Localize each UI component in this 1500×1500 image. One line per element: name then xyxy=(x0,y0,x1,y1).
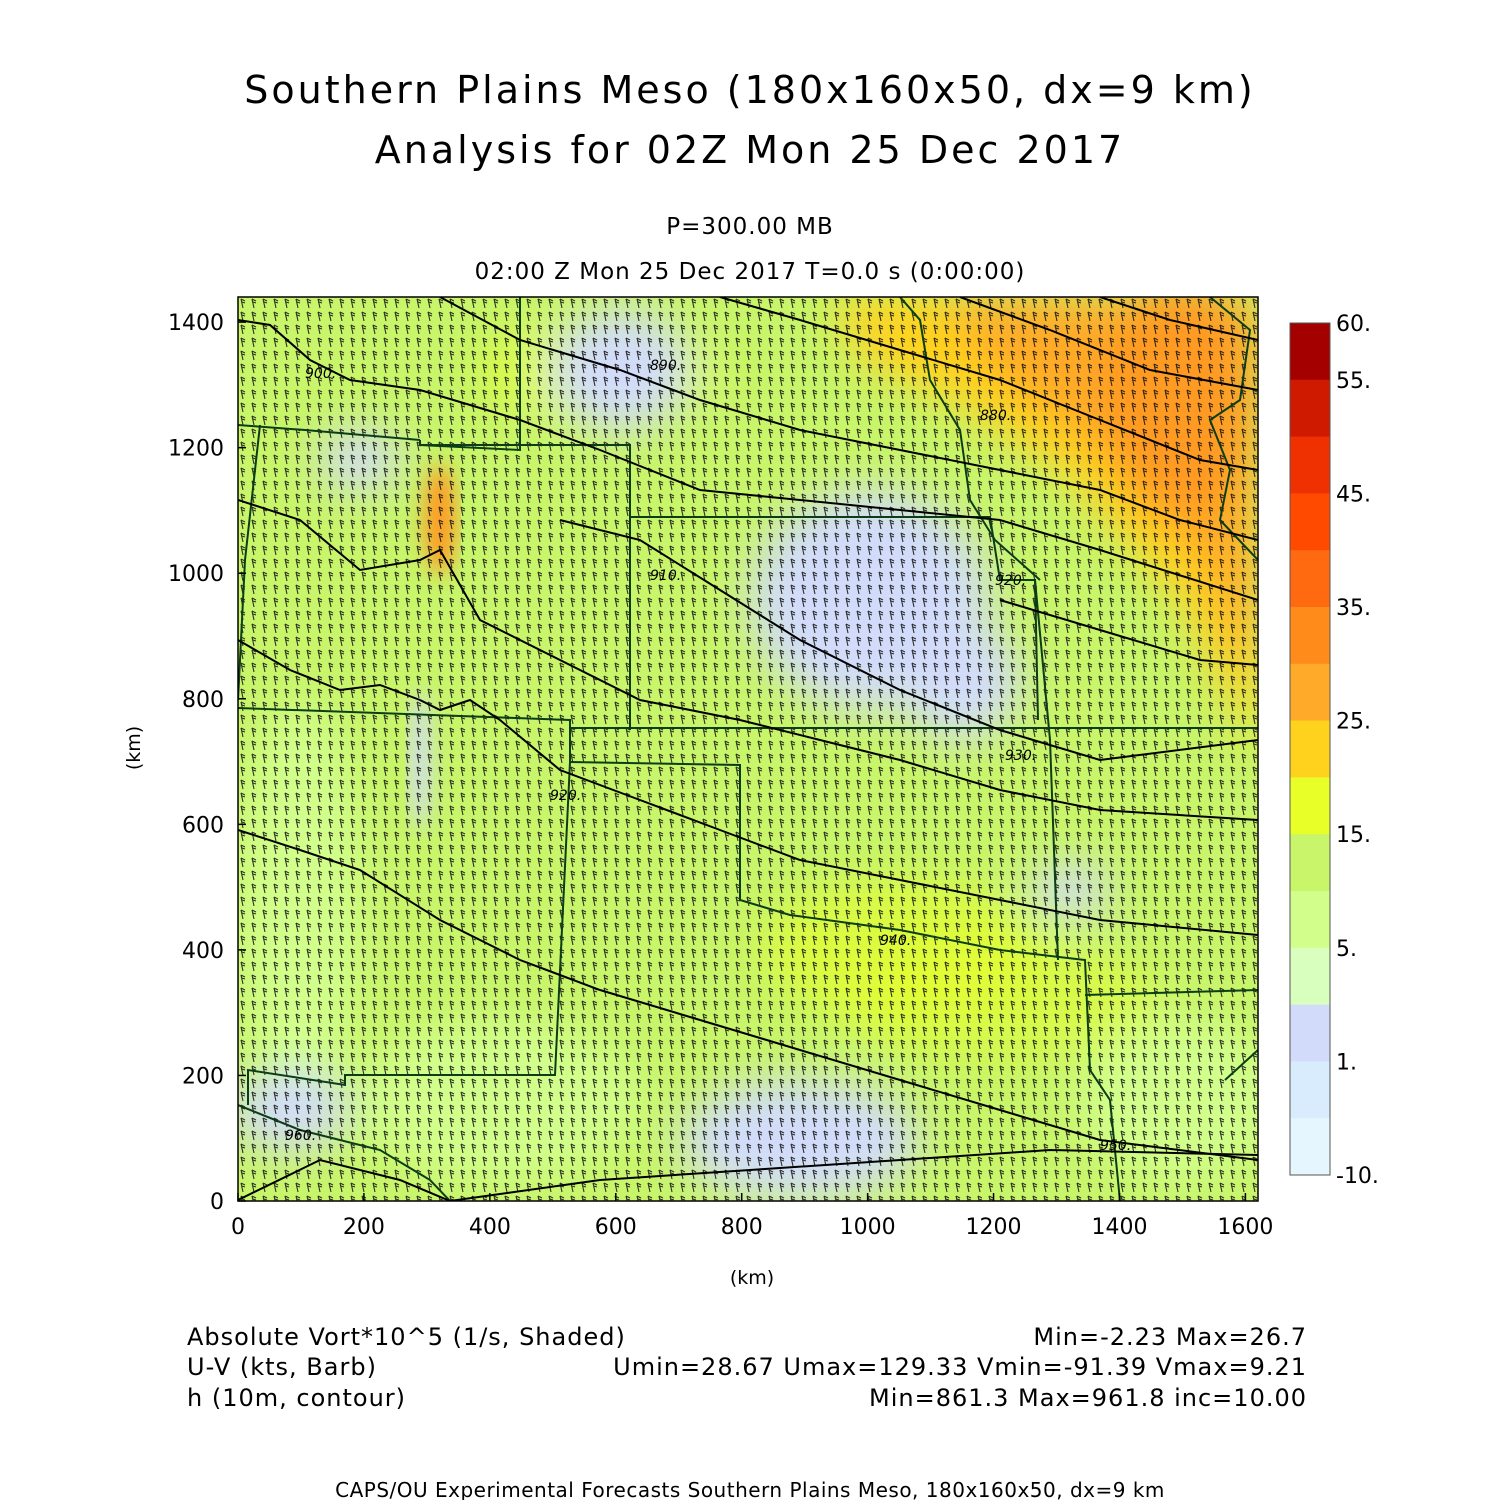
contour-label: 950. xyxy=(1100,1138,1131,1154)
y-tick-label: 400 xyxy=(182,939,224,964)
x-tick-label: 1200 xyxy=(966,1215,1022,1240)
y-tick-label: 600 xyxy=(182,813,224,838)
colorbar-swatch xyxy=(1290,720,1330,778)
x-tick-label: 1600 xyxy=(1217,1215,1273,1240)
colorbar-swatch xyxy=(1290,493,1330,551)
x-tick-label: 400 xyxy=(469,1215,511,1240)
contour-label: 880. xyxy=(980,408,1011,424)
colorbar-label: 35. xyxy=(1336,596,1371,621)
footer-credit: CAPS/OU Experimental Forecasts Southern … xyxy=(335,1478,1165,1500)
map-title: Southern Plains Meso (180x160x50, dx=9 k… xyxy=(244,68,1256,112)
colorbar-swatch xyxy=(1290,663,1330,722)
valid-time: 02:00 Z Mon 25 Dec 2017 T=0.0 s (0:00:00… xyxy=(474,259,1026,285)
legend-barb-stats: Umin=28.67 Umax=129.33 Vmin=-91.39 Vmax=… xyxy=(613,1353,1307,1381)
contour-label: 960. xyxy=(285,1128,316,1144)
y-axis: 0 200 400 600 800 1000 1200 1400 xyxy=(168,311,246,1215)
y-tick-label: 800 xyxy=(182,688,224,713)
colorbar: 60. 55. 45. 35. 25. 15. 5. 1. -10. xyxy=(1289,312,1379,1189)
colorbar-swatch xyxy=(1290,436,1330,494)
legend-contour-stats: Min=861.3 Max=961.8 inc=10.00 xyxy=(869,1384,1307,1412)
contour-label: 930. xyxy=(1005,748,1036,764)
colorbar-swatch xyxy=(1290,607,1330,665)
colorbar-label: 1. xyxy=(1336,1050,1357,1075)
x-tick-label: 0 xyxy=(231,1215,245,1240)
x-axis-label: (km) xyxy=(730,1267,774,1289)
legend-barb-field: U-V (kts, Barb) xyxy=(187,1353,377,1381)
colorbar-label: 60. xyxy=(1336,312,1371,337)
x-tick-label: 1000 xyxy=(840,1215,896,1240)
colorbar-frame xyxy=(1289,322,1331,1176)
y-tick-label: 1200 xyxy=(168,437,224,462)
colorbar-label: 55. xyxy=(1336,369,1371,394)
height-contours xyxy=(238,297,1258,1201)
colorbar-swatch xyxy=(1290,777,1330,835)
contour-labels: 900. 890. 880. 910. 920. 920. 930. 940. … xyxy=(285,358,1131,1154)
legend-shaded-stats: Min=-2.23 Max=26.7 xyxy=(1033,1323,1307,1351)
y-tick-label: 0 xyxy=(210,1190,224,1215)
y-tick-label: 1000 xyxy=(168,562,224,587)
colorbar-label: 25. xyxy=(1336,710,1371,735)
legend-contour-field: h (10m, contour) xyxy=(187,1384,407,1412)
legend-shaded-field: Absolute Vort*10^5 (1/s, Shaded) xyxy=(187,1323,626,1351)
colorbar-label: -10. xyxy=(1336,1164,1379,1189)
colorbar-swatch xyxy=(1290,834,1330,892)
x-axis: 0 200 400 600 800 1000 1200 1400 1600 xyxy=(231,1193,1273,1240)
plot-frame xyxy=(237,296,1259,1202)
colorbar-swatch xyxy=(1290,550,1330,608)
map-title-analysis: Analysis for 02Z Mon 25 Dec 2017 xyxy=(374,128,1126,172)
colorbar-swatch xyxy=(1290,947,1330,1006)
colorbar-label: 5. xyxy=(1336,937,1357,962)
colorbar-swatch xyxy=(1290,891,1330,949)
wind-barbs xyxy=(238,297,1258,1201)
colorbar-swatch xyxy=(1290,323,1330,381)
colorbar-label: 45. xyxy=(1336,482,1371,507)
x-tick-label: 600 xyxy=(595,1215,637,1240)
contour-label: 900. xyxy=(305,366,336,382)
contour-label: 910. xyxy=(650,568,681,584)
x-tick-label: 800 xyxy=(721,1215,763,1240)
colorbar-label: 15. xyxy=(1336,823,1371,848)
contour-label: 890. xyxy=(650,358,681,374)
contour-label: 920. xyxy=(550,788,581,804)
colorbar-swatch xyxy=(1290,1118,1330,1176)
plot-area: 900. 890. 880. 910. 920. 920. 930. 940. … xyxy=(238,297,1258,1201)
contour-label: 940. xyxy=(880,933,911,949)
x-tick-label: 200 xyxy=(343,1215,385,1240)
state-boundaries xyxy=(238,297,1258,1201)
colorbar-swatch xyxy=(1290,1061,1330,1119)
x-tick-label: 1400 xyxy=(1091,1215,1147,1240)
y-tick-label: 200 xyxy=(182,1064,224,1089)
y-tick-label: 1400 xyxy=(168,311,224,336)
colorbar-swatch xyxy=(1290,1004,1330,1062)
pressure-level: P=300.00 MB xyxy=(666,214,834,240)
colorbar-swatch xyxy=(1290,379,1330,438)
contour-label: 920. xyxy=(995,573,1026,589)
y-axis-label: (km) xyxy=(123,726,145,770)
